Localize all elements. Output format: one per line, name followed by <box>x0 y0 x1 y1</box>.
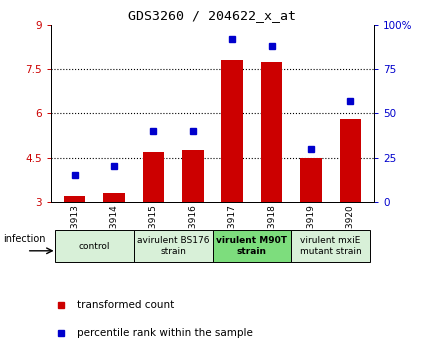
Bar <box>221 60 243 202</box>
Bar <box>212 230 291 262</box>
Bar <box>55 230 134 262</box>
Text: infection: infection <box>3 234 45 244</box>
Text: virulent M90T
strain: virulent M90T strain <box>216 236 287 256</box>
Title: GDS3260 / 204622_x_at: GDS3260 / 204622_x_at <box>128 9 297 22</box>
Bar <box>64 196 85 202</box>
Bar <box>142 152 164 202</box>
Bar <box>182 150 204 202</box>
Bar <box>300 158 322 202</box>
Text: control: control <box>79 241 110 251</box>
Bar <box>261 62 283 202</box>
Bar <box>291 230 370 262</box>
Bar <box>134 230 212 262</box>
Text: avirulent BS176
strain: avirulent BS176 strain <box>137 236 210 256</box>
Text: transformed count: transformed count <box>77 299 174 310</box>
Bar <box>103 193 125 202</box>
Text: percentile rank within the sample: percentile rank within the sample <box>77 327 253 338</box>
Bar <box>340 119 361 202</box>
Text: virulent mxiE
mutant strain: virulent mxiE mutant strain <box>300 236 362 256</box>
